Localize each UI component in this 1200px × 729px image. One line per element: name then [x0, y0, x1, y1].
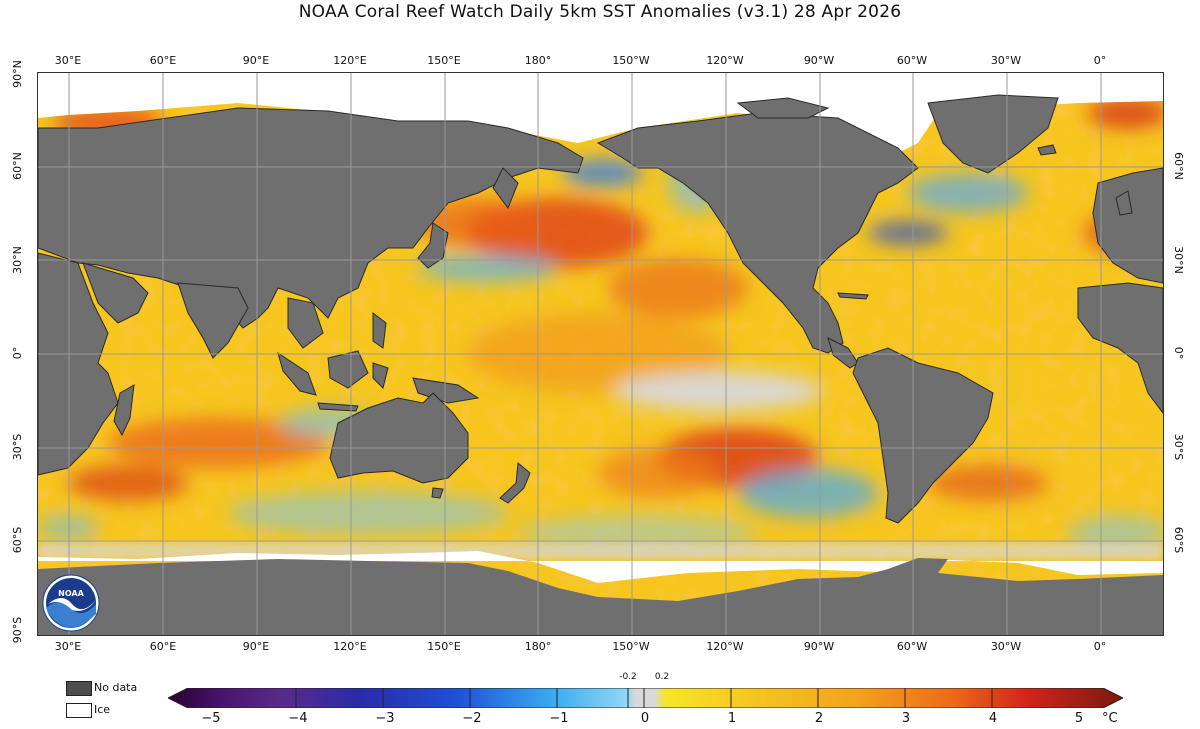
map-svg [38, 73, 1163, 635]
central-america [827, 337, 859, 369]
arctic-ice [38, 73, 1163, 153]
cb-tick: −3 [375, 711, 395, 726]
lon-label: 120°W [706, 640, 744, 653]
greenland [927, 94, 1059, 174]
sulawesi [372, 362, 389, 389]
europe-west [1092, 167, 1163, 284]
lat-label: 30°S [11, 433, 24, 461]
cb-tick: 1 [727, 711, 737, 726]
lon-label: 30°E [54, 54, 82, 67]
lon-label: 120°W [706, 54, 744, 67]
map-title: NOAA Coral Reef Watch Daily 5km SST Anom… [298, 2, 902, 22]
madagascar [113, 384, 135, 437]
sst-anomaly-map [37, 72, 1164, 636]
lon-label: 0° [1093, 640, 1107, 653]
lon-label: 90°E [242, 54, 270, 67]
lon-label: 30°W [990, 640, 1022, 653]
lat-label: 90°N [11, 60, 24, 88]
lon-label: 60°E [149, 640, 177, 653]
borneo [327, 350, 369, 389]
ice-swatch [66, 703, 92, 718]
india [177, 282, 249, 359]
antarctica [38, 558, 1163, 635]
cb-tick: 2 [814, 711, 824, 726]
lon-label: 60°W [896, 640, 928, 653]
cb-tick: 3 [901, 711, 911, 726]
lon-label: 60°E [149, 54, 177, 67]
new-zealand [499, 462, 531, 504]
kamchatka [492, 167, 519, 210]
no-data-label: No data [94, 681, 138, 694]
indochina [287, 297, 324, 349]
lon-label: 60°W [896, 54, 928, 67]
lon-label: 150°W [612, 54, 650, 67]
cb-tick: 4 [988, 711, 998, 726]
lon-label: 180° [524, 54, 552, 67]
lon-label: 0° [1093, 54, 1107, 67]
tasmania [431, 487, 444, 499]
lon-label: 90°W [803, 54, 835, 67]
noaa-logo: NOAA [42, 574, 100, 632]
lat-label: 60°N [11, 152, 24, 180]
north-america [596, 112, 919, 354]
south-america [852, 347, 994, 524]
logo-text: NOAA [58, 589, 84, 598]
no-data-swatch [66, 681, 92, 696]
arabian-peninsula [82, 262, 149, 324]
cb-tick: −2 [462, 711, 482, 726]
lon-label: 150°E [427, 640, 461, 653]
lon-label: 30°E [54, 640, 82, 653]
lat-label: 90°S [11, 616, 24, 644]
lon-label: 180° [524, 640, 552, 653]
graticule [38, 73, 1163, 635]
lon-label: 30°W [990, 54, 1022, 67]
lat-label: 0° [1172, 346, 1185, 360]
anomaly-patches [38, 97, 1163, 551]
lat-label: 60°N [1172, 152, 1185, 180]
lon-label: 90°E [242, 640, 270, 653]
ice-label: Ice [94, 703, 111, 716]
cb-tick: 0 [640, 711, 650, 726]
cb-tick: 5 [1074, 711, 1084, 726]
lat-label: 30°N [1172, 246, 1185, 274]
colorbar-unit: °C [1102, 711, 1118, 726]
java [317, 402, 359, 412]
colorbar [168, 688, 1123, 708]
lon-label: 120°E [333, 54, 367, 67]
lat-label: 60°S [1172, 526, 1185, 554]
lon-label: 150°W [612, 640, 650, 653]
cb-tick: −5 [201, 711, 221, 726]
cb-small-tick: -0.2 [619, 672, 637, 682]
canadian-islands [736, 97, 830, 119]
lat-label: 30°N [11, 246, 24, 274]
africa-east [38, 252, 119, 476]
lon-label: 150°E [427, 54, 461, 67]
australia [329, 392, 469, 484]
philippines [372, 311, 387, 349]
lon-label: 120°E [333, 640, 367, 653]
uk [1115, 190, 1133, 216]
lat-label: 60°S [11, 526, 24, 554]
lon-label: 90°W [803, 640, 835, 653]
africa-west [1077, 282, 1163, 414]
iceland [1037, 144, 1057, 156]
sumatra [277, 351, 317, 396]
lat-label: 30°S [1172, 433, 1185, 461]
lat-label: 0° [11, 346, 24, 360]
cb-tick: −4 [288, 711, 308, 726]
antarctic-ice [38, 551, 1163, 583]
japan [417, 222, 449, 269]
cb-small-tick: 0.2 [654, 672, 670, 682]
cuba [837, 292, 869, 300]
cb-tick: −1 [549, 711, 569, 726]
